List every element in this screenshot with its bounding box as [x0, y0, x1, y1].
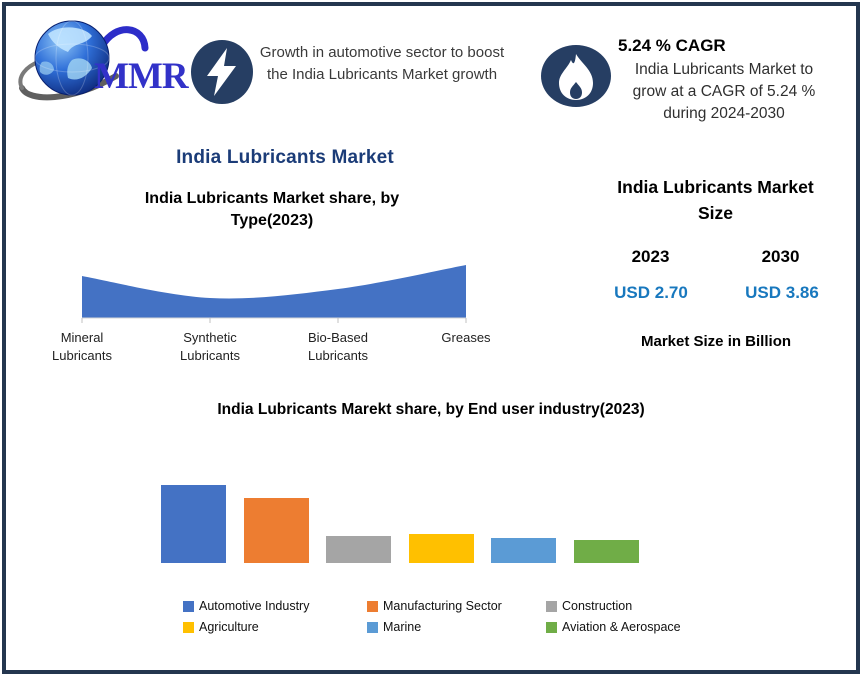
legend-swatch — [183, 600, 194, 612]
cagr-text: India Lubricants Market to grow at a CAG… — [632, 61, 816, 122]
market-size-value-2023: USD 2.70 — [614, 283, 688, 302]
logo-text: MMR — [94, 56, 190, 97]
type-chart-title: India Lubricants Market share, by Type(2… — [144, 190, 400, 229]
bar-aviation-aerospace — [573, 540, 639, 563]
legend-swatch — [367, 621, 378, 633]
bar-manufacturing-sector — [243, 498, 309, 563]
legend-item: Manufacturing Sector — [367, 599, 546, 613]
lightning-bolt-icon — [190, 39, 254, 105]
legend-swatch — [367, 600, 378, 612]
legend-label: Agriculture — [199, 620, 259, 634]
bar-automotive-industry — [161, 485, 226, 563]
market-size-title: India Lubricants Market Size — [617, 177, 814, 224]
cagr-highlight: 5.24 % CAGR India Lubricants Market to g… — [618, 36, 830, 125]
type-share-area-chart — [81, 265, 467, 323]
market-size-unit-note: Market Size in Billion — [640, 333, 792, 350]
legend-swatch — [183, 621, 194, 633]
market-size-year-2030: 2030 — [761, 247, 800, 266]
cagr-heading: 5.24 % CAGR — [618, 36, 726, 55]
legend-label: Automotive Industry — [199, 599, 310, 613]
flame-icon — [540, 44, 612, 108]
legend-item: Aviation & Aerospace — [546, 620, 766, 634]
mmr-logo: MMR — [14, 14, 196, 104]
end-user-chart-title: India Lubricants Marekt share, by End us… — [217, 401, 645, 418]
legend-item: Marine — [367, 620, 546, 634]
legend-label: Aviation & Aerospace — [562, 620, 681, 634]
market-size-year-2023: 2023 — [631, 247, 670, 266]
bar-construction — [326, 536, 392, 563]
end-user-bar-chart — [161, 475, 639, 563]
legend-label: Construction — [562, 599, 633, 613]
legend-item: Agriculture — [183, 620, 367, 634]
legend-swatch — [546, 621, 557, 633]
market-size-value-2030: USD 3.86 — [745, 283, 819, 302]
page-title: India Lubricants Market — [176, 147, 394, 168]
legend-label: Manufacturing Sector — [383, 599, 502, 613]
end-user-chart-legend: Automotive Industry Manufacturing Sector… — [183, 599, 743, 634]
growth-highlight-text: Growth in automotive sector to boost the… — [259, 44, 505, 84]
area-x-label: Synthetic Lubricants — [180, 330, 240, 363]
legend-swatch — [546, 600, 557, 612]
area-x-label: Greases — [441, 330, 491, 345]
bar-marine — [491, 538, 557, 563]
area-x-label: Mineral Lubricants — [52, 330, 112, 363]
legend-item: Automotive Industry — [183, 599, 367, 613]
globe-icon: MMR — [18, 20, 191, 101]
bar-agriculture — [408, 534, 474, 563]
legend-item: Construction — [546, 599, 766, 613]
legend-label: Marine — [383, 620, 422, 634]
area-x-label: Bio-Based Lubricants — [308, 330, 368, 363]
